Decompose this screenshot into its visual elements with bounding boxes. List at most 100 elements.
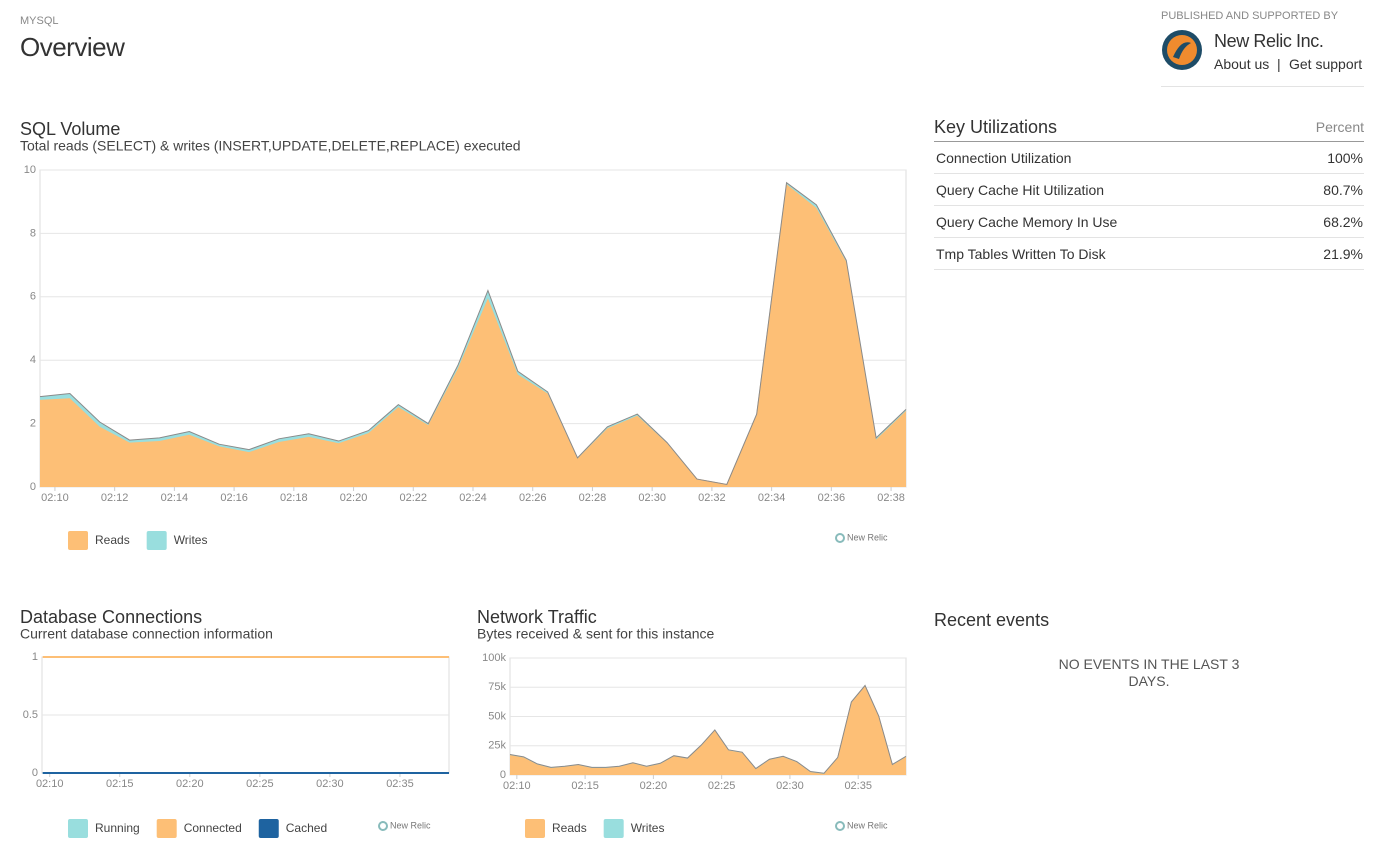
legend-swatch bbox=[258, 819, 279, 838]
x-tick-label: 02:32 bbox=[698, 492, 726, 504]
about-link[interactable]: About us bbox=[1214, 56, 1270, 72]
legend-swatch bbox=[68, 531, 88, 550]
x-tick-label: 02:12 bbox=[101, 492, 129, 504]
page-title: Overview bbox=[20, 32, 125, 62]
area bbox=[40, 184, 906, 487]
divider bbox=[1161, 86, 1364, 87]
x-tick-label: 02:20 bbox=[176, 778, 204, 790]
row-label: Tmp Tables Written To Disk bbox=[936, 246, 1106, 262]
x-tick-label: 02:15 bbox=[571, 780, 599, 792]
y-tick-label: 4 bbox=[30, 354, 36, 366]
events-message: NO EVENTS IN THE LAST 3 DAYS. bbox=[1058, 656, 1240, 689]
table-unit: Percent bbox=[1315, 119, 1364, 135]
watermark-icon bbox=[378, 821, 388, 831]
x-tick-label: 02:25 bbox=[246, 778, 274, 790]
chart-subtitle: Total reads (SELECT) & writes (INSERT,UP… bbox=[20, 138, 521, 154]
x-tick-label: 02:20 bbox=[640, 780, 668, 792]
legend-swatch bbox=[146, 531, 167, 550]
x-tick-label: 02:16 bbox=[220, 492, 248, 504]
x-tick-label: 02:35 bbox=[844, 780, 872, 792]
x-tick-label: 02:30 bbox=[638, 492, 666, 504]
legend-label: Reads bbox=[95, 533, 130, 547]
publisher-name: New Relic Inc. bbox=[1214, 31, 1324, 51]
support-link[interactable]: Get support bbox=[1289, 56, 1363, 72]
area-edge bbox=[509, 684, 907, 774]
publisher-caption: PUBLISHED AND SUPPORTED BY bbox=[1161, 10, 1339, 22]
legend-label: Cached bbox=[286, 821, 327, 835]
publisher-logo bbox=[1162, 30, 1202, 70]
table-title: Key Utilizations bbox=[934, 117, 1058, 137]
watermark-icon bbox=[835, 821, 845, 831]
x-tick-label: 02:30 bbox=[316, 778, 344, 790]
y-tick-label: 2 bbox=[30, 418, 36, 430]
legend-swatch bbox=[68, 819, 88, 838]
chart-subtitle: Current database connection information bbox=[20, 626, 273, 642]
chart-title: SQL Volume bbox=[20, 119, 120, 139]
area bbox=[40, 182, 906, 485]
x-tick-label: 02:24 bbox=[459, 492, 487, 504]
y-tick-label: 0 bbox=[30, 481, 36, 493]
area-edge bbox=[39, 181, 907, 486]
y-tick-label: 1 bbox=[32, 651, 38, 663]
legend-label: Connected bbox=[184, 821, 242, 835]
table-rule bbox=[934, 141, 1364, 142]
x-tick-label: 02:34 bbox=[758, 492, 786, 504]
category: MYSQL bbox=[20, 15, 59, 27]
y-tick-label: 0 bbox=[500, 769, 506, 781]
y-tick-label: 25k bbox=[488, 740, 506, 752]
y-tick-label: 0.5 bbox=[23, 709, 38, 721]
chart-subtitle: Bytes received & sent for this instance bbox=[477, 626, 715, 642]
y-tick-label: 75k bbox=[488, 681, 506, 693]
x-tick-label: 02:26 bbox=[519, 492, 547, 504]
table-row: Tmp Tables Written To Disk 21.9% bbox=[934, 238, 1364, 270]
x-tick-label: 02:28 bbox=[579, 492, 607, 504]
x-tick-label: 02:18 bbox=[280, 492, 308, 504]
x-tick-label: 02:15 bbox=[106, 778, 134, 790]
row-value: 68.2% bbox=[1323, 214, 1363, 230]
row-label: Query Cache Hit Utilization bbox=[936, 182, 1105, 198]
y-tick-label: 6 bbox=[30, 291, 36, 303]
watermark: New Relic bbox=[847, 820, 888, 830]
table-row: Connection Utilization 100% bbox=[934, 142, 1364, 174]
x-tick-label: 02:36 bbox=[818, 492, 846, 504]
chart-title: Database Connections bbox=[20, 607, 202, 627]
legend-swatch bbox=[603, 819, 624, 838]
watermark: New Relic bbox=[390, 820, 431, 830]
legend-label: Writes bbox=[631, 821, 665, 835]
x-tick-label: 02:10 bbox=[41, 492, 69, 504]
legend-swatch bbox=[156, 819, 177, 838]
legend-label: Writes bbox=[174, 533, 208, 547]
x-tick-label: 02:25 bbox=[708, 780, 736, 792]
x-tick-label: 02:10 bbox=[503, 780, 531, 792]
table-row: Query Cache Hit Utilization 80.7% bbox=[934, 174, 1364, 206]
area bbox=[510, 686, 906, 775]
y-tick-label: 100k bbox=[482, 652, 506, 664]
logo-mark bbox=[1173, 42, 1191, 59]
x-tick-label: 02:10 bbox=[36, 778, 64, 790]
chart-title: Network Traffic bbox=[477, 607, 597, 627]
events-title: Recent events bbox=[934, 610, 1050, 630]
legend-label: Running bbox=[95, 821, 140, 835]
link-separator: | bbox=[1277, 56, 1281, 72]
x-tick-label: 02:22 bbox=[400, 492, 428, 504]
y-tick-label: 10 bbox=[24, 164, 36, 176]
x-tick-label: 02:20 bbox=[340, 492, 368, 504]
row-label: Query Cache Memory In Use bbox=[936, 214, 1118, 230]
y-tick-label: 8 bbox=[30, 227, 36, 239]
y-tick-label: 50k bbox=[488, 710, 506, 722]
x-tick-label: 02:30 bbox=[776, 780, 804, 792]
legend-swatch bbox=[525, 819, 545, 838]
watermark: New Relic bbox=[847, 532, 888, 542]
row-value: 21.9% bbox=[1323, 246, 1363, 262]
row-label: Connection Utilization bbox=[936, 150, 1072, 166]
y-tick-label: 0 bbox=[32, 767, 38, 779]
legend-label: Reads bbox=[552, 821, 587, 835]
watermark-icon bbox=[835, 533, 845, 543]
row-value: 100% bbox=[1327, 150, 1363, 166]
x-tick-label: 02:14 bbox=[161, 492, 189, 504]
table-row: Query Cache Memory In Use 68.2% bbox=[934, 206, 1364, 238]
row-value: 80.7% bbox=[1323, 182, 1363, 198]
x-tick-label: 02:38 bbox=[877, 492, 905, 504]
